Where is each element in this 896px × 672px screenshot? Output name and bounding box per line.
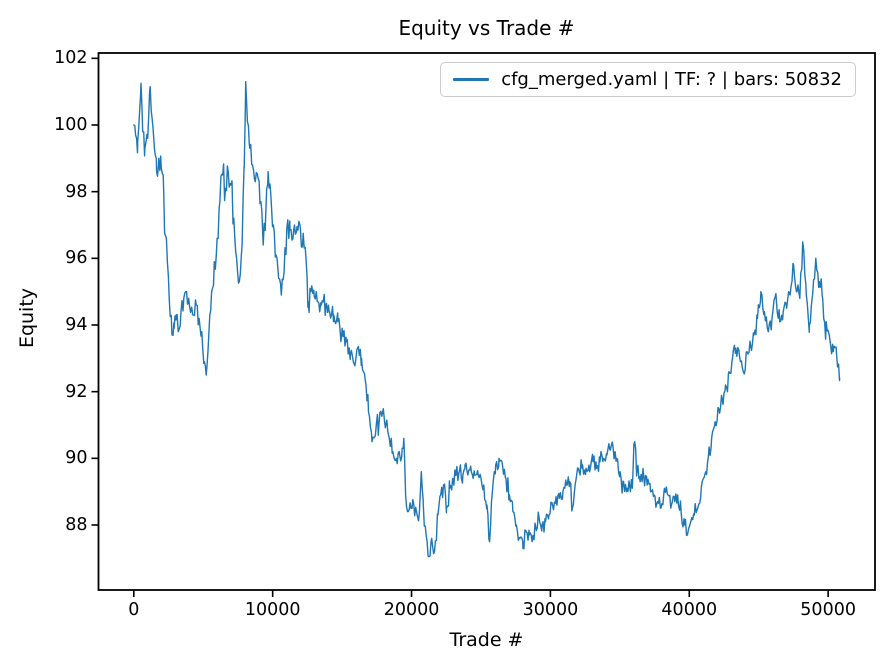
- y-tick-label: 100: [54, 115, 88, 135]
- equity-curve: [133, 81, 841, 558]
- chart-title: Equity vs Trade #: [398, 16, 575, 40]
- y-tick-label: 88: [65, 515, 88, 535]
- x-tick-label: 40000: [661, 600, 718, 620]
- y-tick-label: 90: [65, 448, 88, 469]
- x-tick-label: 20000: [383, 600, 440, 620]
- y-tick-label: 94: [65, 315, 88, 335]
- x-tick-label: 10000: [244, 600, 301, 620]
- x-tick-label: 50000: [800, 600, 856, 620]
- tick-marks: [91, 57, 829, 597]
- x-tick-label: 30000: [522, 600, 579, 620]
- legend-box: cfg_merged.yaml | TF: ? | bars: 50832: [440, 62, 856, 97]
- y-tick-label: 96: [65, 248, 88, 269]
- x-axis-label: Trade #: [449, 629, 524, 651]
- legend-line-sample: [453, 77, 490, 82]
- y-tick-label: 102: [54, 48, 88, 69]
- y-tick-label: 98: [65, 181, 88, 202]
- y-tick-label: 92: [65, 381, 88, 402]
- y-axis-label: Equity: [16, 287, 38, 349]
- axes-spines: [97, 52, 876, 591]
- x-tick-label: 0: [128, 600, 140, 620]
- legend-entry-label: cfg_merged.yaml | TF: ? | bars: 50832: [501, 69, 842, 90]
